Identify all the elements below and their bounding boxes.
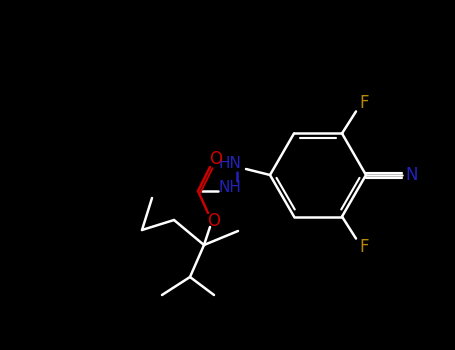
Text: F: F — [359, 238, 369, 255]
Text: O: O — [207, 212, 221, 230]
Text: NH: NH — [218, 181, 242, 196]
Text: HN: HN — [218, 156, 242, 172]
Text: O: O — [209, 150, 222, 168]
Text: N: N — [406, 166, 418, 184]
Text: F: F — [359, 94, 369, 112]
